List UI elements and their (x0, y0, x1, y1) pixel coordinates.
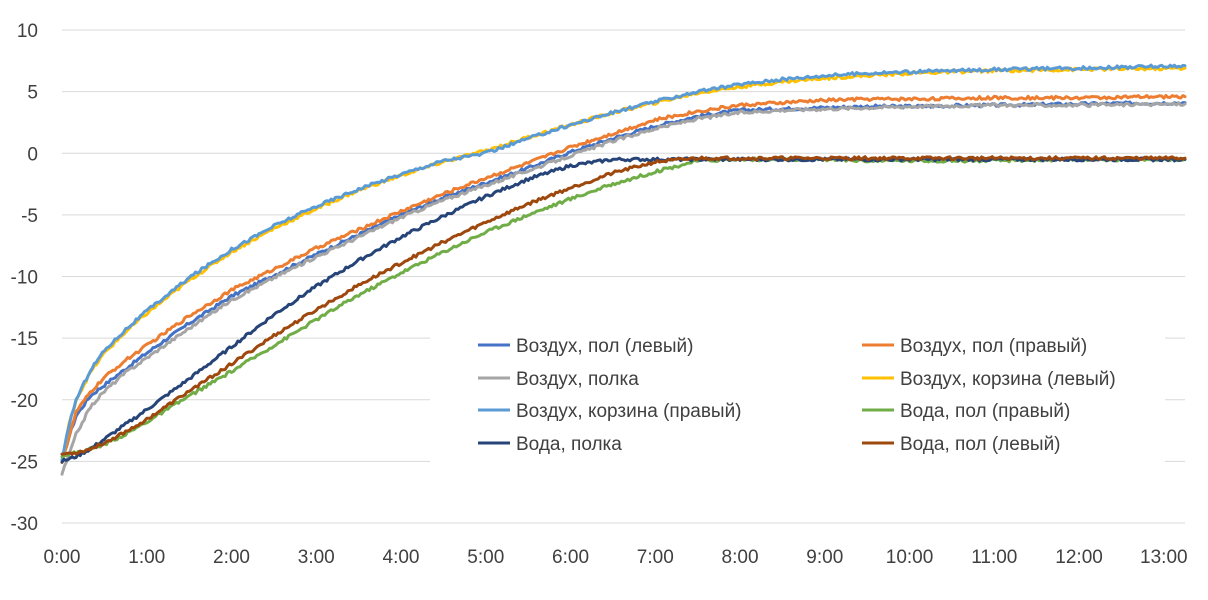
x-tick-label: 9:00 (806, 547, 843, 568)
legend-label: Воздух, корзина (левый) (900, 369, 1116, 390)
legend-label: Вода, полка (516, 434, 622, 455)
y-tick-label: 10 (17, 21, 38, 42)
x-tick-label: 12:00 (1055, 547, 1103, 568)
y-tick-label: -10 (11, 268, 38, 289)
x-tick-label: 11:00 (971, 547, 1017, 568)
x-tick-label: 6:00 (552, 547, 589, 568)
x-tick-label: 8:00 (722, 547, 759, 568)
series-line (60, 155, 1187, 456)
series-line (60, 63, 1187, 462)
y-tick-label: 5 (27, 83, 38, 104)
x-tick-label: 7:00 (637, 547, 674, 568)
y-tick-label: -20 (11, 391, 38, 412)
y-tick-label: -5 (21, 206, 38, 227)
y-tick-label: -30 (11, 514, 38, 535)
x-tick-label: 10:00 (886, 547, 934, 568)
legend: Воздух, пол (левый) Воздух, пол (правый) В… (430, 325, 1165, 465)
x-tick-label: 2:00 (213, 547, 250, 568)
series-line (60, 94, 1187, 465)
series-lines (60, 63, 1187, 476)
x-axis-tick-labels: 0:00 1:00 2:00 3:00 4:00 5:00 6:00 7:00 8:00 9:00… (44, 547, 1188, 568)
x-tick-label: 4:00 (383, 547, 420, 568)
y-tick-label: -25 (11, 452, 38, 473)
y-axis-tick-labels: 10 5 0 -5 -10 -15 -20 -25 -30 (11, 21, 38, 535)
legend-label: Вода, пол (правый) (900, 401, 1070, 422)
legend-background (430, 325, 1165, 465)
x-tick-label: 0:00 (44, 547, 81, 568)
x-tick-label: 1:00 (128, 547, 165, 568)
series-line (60, 101, 1187, 476)
legend-label: Воздух, пол (правый) (900, 336, 1087, 357)
x-tick-label: 5:00 (467, 547, 504, 568)
x-tick-label: 13:00 (1140, 547, 1188, 568)
y-tick-label: 0 (27, 144, 38, 165)
legend-label: Воздух, корзина (правый) (516, 401, 742, 422)
legend-label: Воздух, пол (левый) (516, 336, 693, 357)
y-tick-label: -15 (11, 329, 38, 350)
legend-label: Вода, пол (левый) (900, 434, 1061, 455)
legend-label: Воздух, полка (516, 369, 639, 390)
x-tick-label: 3:00 (298, 547, 335, 568)
